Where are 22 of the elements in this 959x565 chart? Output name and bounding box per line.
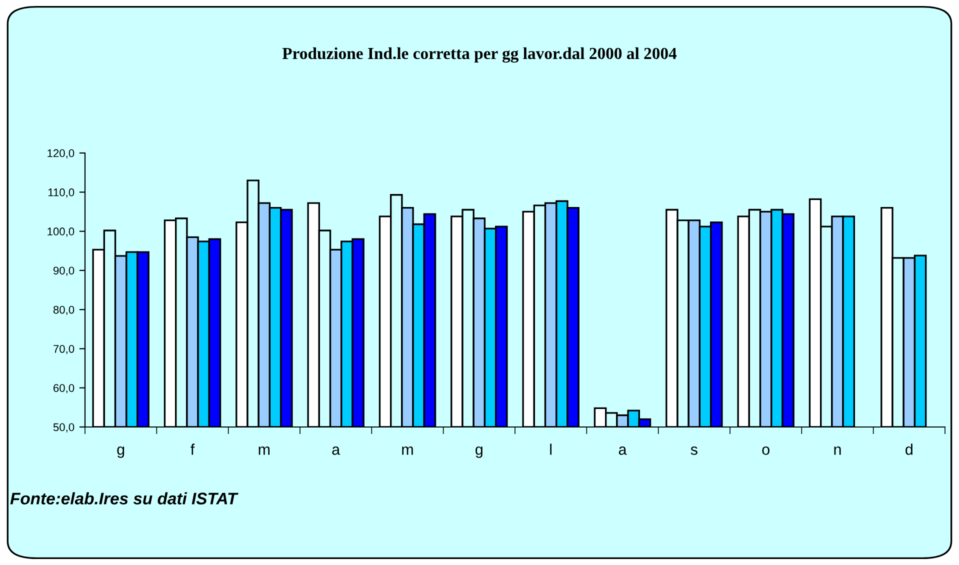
x-tick-label: a xyxy=(332,446,340,455)
x-tick-label: g xyxy=(476,446,482,458)
x-tick-label: a xyxy=(618,446,627,455)
x-tick-label: o xyxy=(762,446,770,455)
source-note: Fonte:elab.Ires su dati ISTAT xyxy=(10,492,238,504)
x-tick-label: l xyxy=(550,444,552,455)
x-tick-label: m xyxy=(258,446,270,455)
x-tick-label: f xyxy=(190,444,195,455)
chart-title: Produzione Ind.le corretta per gg lavor.dal 2000 al 2004 xyxy=(282,47,677,63)
y-tick-label: 90,0 xyxy=(53,266,74,276)
y-tick-label: 80,0 xyxy=(53,306,74,316)
y-tick-label: 100,0 xyxy=(48,228,74,237)
y-tick-label: 110,0 xyxy=(48,188,74,198)
y-tick-label: 120,0 xyxy=(48,149,74,158)
x-tick-label: g xyxy=(117,446,124,458)
y-tick-label: 50,0 xyxy=(53,423,74,432)
y-tick-label: 60,0 xyxy=(54,384,74,394)
y-tick-label: 70,0 xyxy=(54,344,74,354)
x-tick-label: n xyxy=(834,446,841,455)
x-tick-label: d xyxy=(906,444,912,455)
x-tick-label: m xyxy=(402,446,413,455)
x-tick-label: s xyxy=(690,446,698,455)
